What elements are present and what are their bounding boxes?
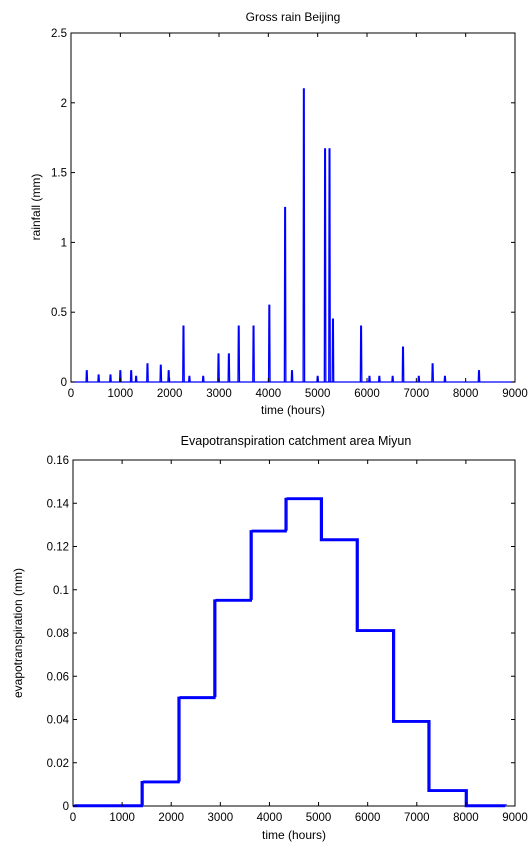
x-tick-label: 6000 <box>355 812 381 824</box>
x-tick-label: 0 <box>70 812 76 824</box>
x-tick-label: 8000 <box>453 812 479 824</box>
x-tick-label: 7000 <box>404 388 430 400</box>
y-tick-label: 0.02 <box>47 758 69 770</box>
chart-rainfall: Gross rain Beijing 0 1000 2000 3000 4000 5000… <box>29 10 528 417</box>
y-tick-label: 0.16 <box>47 455 69 467</box>
x-tick-label: 5000 <box>306 812 332 824</box>
x-tick-label: 3000 <box>208 812 234 824</box>
y-tick-label: 0.14 <box>47 498 70 510</box>
y-tick-label: 0.06 <box>47 671 69 683</box>
series-line-trace <box>74 497 507 806</box>
x-axis-label: time (hours) <box>261 403 325 417</box>
y-tick-label: 0.08 <box>47 628 69 640</box>
series-line <box>71 88 515 383</box>
y-axis: 0 0.02 0.04 0.06 0.08 0.1 0.12 0.14 0.16 <box>47 455 515 813</box>
y-tick-label: 0.5 <box>51 307 67 319</box>
y-axis: 0 0.5 1 1.5 2 2.5 <box>51 28 515 389</box>
x-tick-label: 5000 <box>305 388 331 400</box>
y-tick-label: 2.5 <box>51 28 67 40</box>
x-tick-label: 4000 <box>257 812 283 824</box>
x-tick-label: 2000 <box>157 388 183 400</box>
y-tick-label: 0 <box>61 377 67 389</box>
x-tick-label: 3000 <box>206 388 232 400</box>
y-tick-label: 0.12 <box>47 542 69 554</box>
x-axis: 0 1000 2000 3000 4000 5000 6000 7000 8000 9000 <box>70 460 528 824</box>
x-tick-label: 9000 <box>502 812 528 824</box>
x-tick-label: 6000 <box>354 388 380 400</box>
y-tick-label: 0 <box>63 801 69 813</box>
data-layer <box>71 88 515 383</box>
plot-area <box>70 32 516 383</box>
x-axis: 0 1000 2000 3000 4000 5000 6000 7000 8000 9000 <box>68 33 528 400</box>
y-tick-label: 0.04 <box>47 715 70 727</box>
chart-title: Evapotranspiration catchment area Miyun <box>181 434 412 448</box>
x-tick-label: 4000 <box>256 388 282 400</box>
y-tick-label: 1 <box>61 237 67 249</box>
y-axis-label: evapotranspiration (mm) <box>11 568 25 698</box>
chart-title: Gross rain Beijing <box>246 10 341 24</box>
chart-evapotranspiration: Evapotranspiration catchment area Miyun … <box>11 434 528 842</box>
x-tick-label: 2000 <box>158 812 184 824</box>
x-tick-label: 9000 <box>502 388 528 400</box>
x-axis-label: time (hours) <box>262 828 326 842</box>
y-axis-label: rainfall (mm) <box>29 174 43 241</box>
x-tick-label: 7000 <box>404 812 430 824</box>
series-line <box>73 497 506 808</box>
x-tick-label: 0 <box>68 388 74 400</box>
x-tick-label: 1000 <box>109 812 135 824</box>
x-tick-label: 1000 <box>108 388 134 400</box>
y-tick-label: 2 <box>61 98 67 110</box>
x-tick-label: 8000 <box>453 388 479 400</box>
data-layer <box>73 497 507 808</box>
y-tick-label: 0.1 <box>53 585 69 597</box>
y-tick-label: 1.5 <box>51 168 67 180</box>
plot-area <box>72 459 516 807</box>
